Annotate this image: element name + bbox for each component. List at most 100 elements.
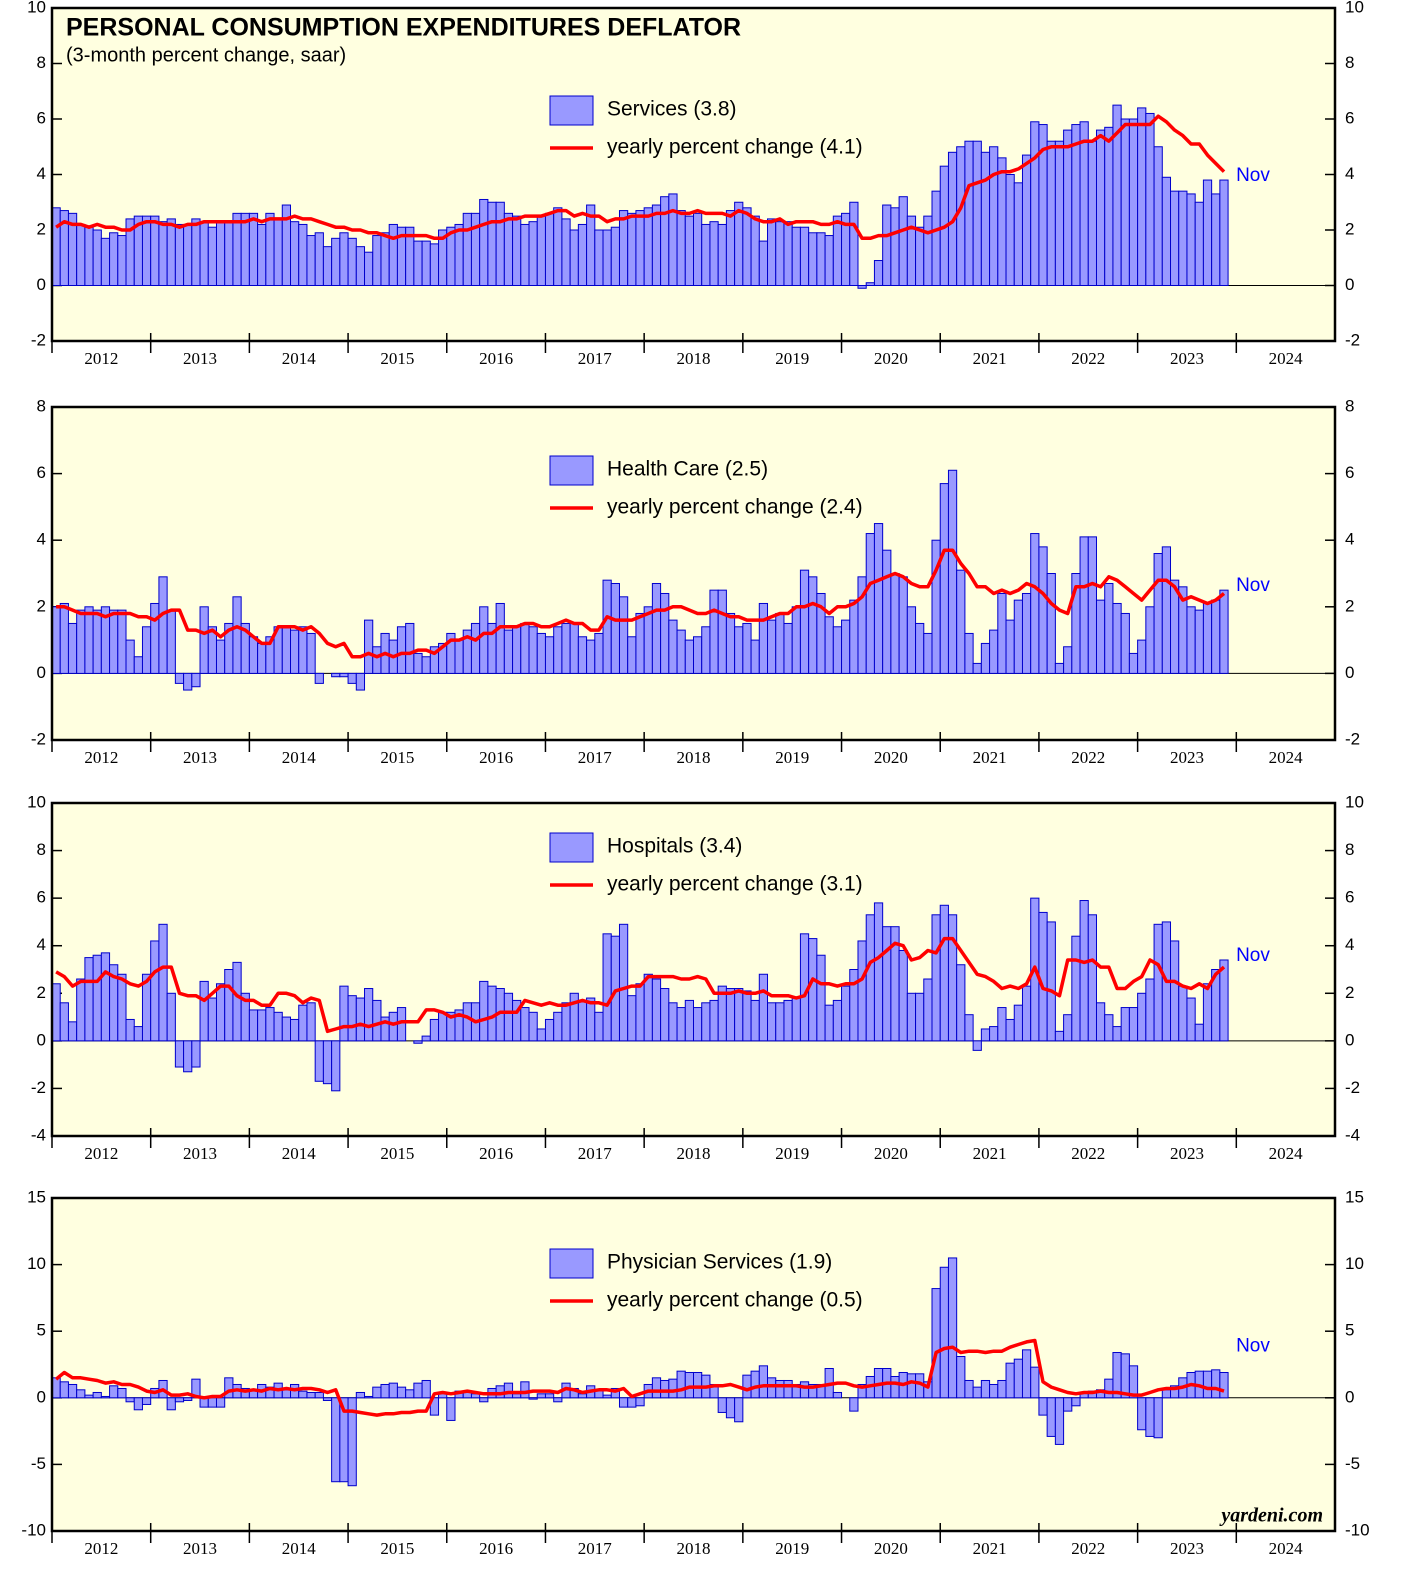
bar	[1079, 900, 1089, 1042]
bar	[322, 1397, 333, 1401]
y-tick-label: 10	[1345, 1254, 1364, 1273]
bar	[503, 1382, 514, 1399]
bar	[520, 223, 530, 286]
bar	[183, 1397, 193, 1401]
x-tick-label: 2017	[578, 1144, 613, 1163]
x-tick-label: 2024	[1269, 748, 1304, 767]
bar	[479, 980, 489, 1042]
bar	[890, 207, 900, 286]
y-tick-label: -2	[31, 330, 46, 349]
bar	[1186, 997, 1196, 1042]
bar	[915, 622, 925, 674]
bar	[627, 995, 637, 1042]
bar	[281, 1016, 292, 1042]
bar	[150, 215, 160, 286]
bar	[849, 1397, 859, 1412]
bar	[824, 616, 834, 674]
bar	[939, 483, 949, 674]
bar	[594, 229, 604, 286]
bar	[331, 672, 341, 678]
bar	[84, 1394, 94, 1399]
bar	[388, 1011, 398, 1042]
bar	[232, 596, 242, 674]
bar	[248, 212, 259, 287]
bar	[207, 1397, 217, 1408]
bar	[158, 221, 168, 287]
bar	[248, 636, 259, 674]
bar	[618, 210, 629, 286]
bar	[322, 1040, 333, 1085]
bar	[939, 1266, 949, 1399]
bar	[421, 656, 431, 674]
bar	[668, 193, 678, 286]
bar	[429, 1018, 440, 1042]
bar	[1128, 118, 1139, 286]
bar	[1063, 1014, 1073, 1042]
x-tick-label: 2016	[479, 349, 513, 368]
bar	[429, 243, 440, 286]
x-tick-label: 2016	[479, 1144, 513, 1163]
bar	[462, 1002, 472, 1042]
bar	[1128, 1007, 1139, 1042]
x-tick-label: 2020	[874, 349, 908, 368]
plot-area	[52, 407, 1335, 740]
bar	[215, 639, 226, 674]
x-tick-label: 2020	[874, 748, 908, 767]
bar	[1104, 582, 1114, 674]
bar	[997, 157, 1007, 287]
bar	[166, 218, 176, 286]
bar	[693, 1371, 703, 1399]
bar	[660, 988, 670, 1042]
bar	[133, 656, 143, 674]
bar	[84, 606, 94, 674]
bar	[758, 973, 769, 1042]
bar	[643, 973, 653, 1042]
bar	[651, 978, 662, 1042]
bar	[1104, 126, 1114, 286]
bar	[750, 1370, 760, 1399]
bar	[734, 626, 744, 674]
bar	[1178, 190, 1188, 286]
bar	[676, 629, 686, 674]
bar	[569, 229, 579, 286]
bar	[931, 1288, 941, 1399]
y-tick-label: 2	[1345, 596, 1354, 615]
x-tick-label: 2015	[380, 1539, 414, 1558]
y-tick-label: 8	[37, 840, 46, 859]
bar	[306, 1391, 316, 1399]
bar	[701, 1002, 711, 1042]
bar	[1128, 652, 1139, 674]
bar	[372, 235, 382, 287]
y-tick-label: 10	[27, 792, 46, 811]
x-tick-label: 2012	[84, 748, 118, 767]
bar	[651, 582, 662, 674]
bar	[767, 1002, 777, 1042]
bar	[997, 1379, 1007, 1399]
bar	[364, 619, 374, 674]
bar	[734, 988, 744, 1042]
bar	[832, 999, 843, 1042]
bar	[783, 221, 793, 287]
bar	[684, 999, 694, 1042]
y-tick-label: 2	[37, 219, 46, 238]
legend-swatch	[549, 95, 594, 126]
bar	[734, 201, 744, 286]
bar	[725, 612, 736, 674]
bar	[67, 1021, 78, 1042]
bar	[67, 622, 78, 674]
bar	[1005, 619, 1015, 674]
y-tick-label: 4	[1345, 935, 1354, 954]
bar	[635, 983, 645, 1042]
y-tick-label: 4	[1345, 530, 1354, 549]
bar	[421, 1379, 431, 1399]
bar	[224, 969, 234, 1042]
bar	[322, 246, 333, 286]
bar	[1079, 121, 1089, 287]
bar	[207, 226, 217, 287]
bar	[553, 207, 563, 286]
bar	[750, 215, 760, 286]
bar	[1046, 140, 1056, 286]
x-tick-label: 2021	[973, 1539, 1007, 1558]
bar	[610, 226, 620, 287]
